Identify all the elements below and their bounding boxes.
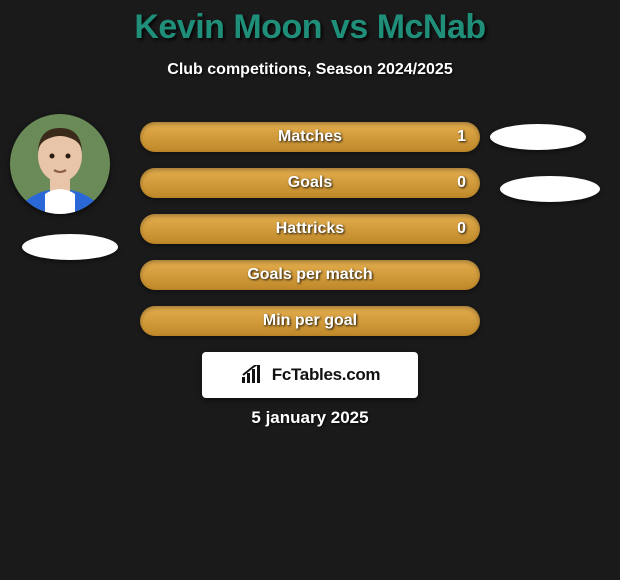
pill-right-2 [500, 176, 600, 202]
stat-bar-hattricks: Hattricks 0 [140, 214, 480, 244]
stat-label: Goals per match [140, 260, 480, 290]
avatar-illustration [10, 114, 110, 214]
stat-value: 1 [457, 122, 466, 152]
stat-label: Goals [140, 168, 480, 198]
stat-bar-matches: Matches 1 [140, 122, 480, 152]
brand-box: FcTables.com [202, 352, 418, 398]
stat-bar-goals-per-match: Goals per match [140, 260, 480, 290]
stat-bar-goals: Goals 0 [140, 168, 480, 198]
stat-value: 0 [457, 214, 466, 244]
pill-right-1 [490, 124, 586, 150]
pill-left [22, 234, 118, 260]
date-text: 5 january 2025 [0, 408, 620, 428]
comparison-title: Kevin Moon vs McNab [0, 0, 620, 47]
player-avatar-left [10, 114, 110, 214]
stat-label: Matches [140, 122, 480, 152]
brand-text: FcTables.com [272, 365, 381, 385]
stat-value: 0 [457, 168, 466, 198]
stat-label: Hattricks [140, 214, 480, 244]
stat-bar-min-per-goal: Min per goal [140, 306, 480, 336]
stats-container: Matches 1 Goals 0 Hattricks 0 Goals per … [140, 122, 480, 352]
subtitle: Club competitions, Season 2024/2025 [0, 61, 620, 79]
brand-chart-icon [240, 365, 266, 385]
stat-label: Min per goal [140, 306, 480, 336]
